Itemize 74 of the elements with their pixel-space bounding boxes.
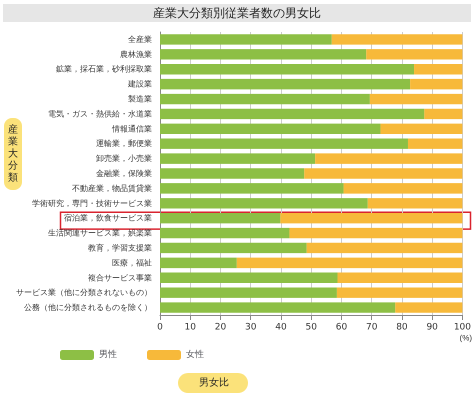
bar [408, 138, 462, 149]
y-tick-label: 電気・ガス・熱供給・水道業 [48, 109, 152, 118]
y-tick-label: 卸売業，小売業 [96, 154, 152, 164]
bar [160, 272, 338, 283]
y-tick-label: 教育，学習支援業 [88, 243, 152, 252]
x-tick-label: 0 [157, 322, 164, 332]
y-tick-label: 不動産業，物品賃貸業 [72, 184, 152, 193]
bar [236, 258, 462, 268]
y-tick-label: 学術研究，専門・技術サービス業 [32, 198, 152, 208]
y-tick-label: 全産業 [128, 34, 152, 44]
bar [160, 34, 332, 45]
bar [414, 64, 462, 74]
bar [160, 228, 290, 238]
x-tick-label: 40 [275, 322, 287, 332]
bar [370, 94, 462, 104]
y-tick-label: サービス業（他に分類されないもの） [16, 288, 152, 298]
x-tick-label: 90 [426, 322, 438, 332]
x-tick-label: 30 [244, 322, 257, 332]
bar [395, 302, 462, 313]
y-tick-label: 生活関連サービス業，娯楽業 [48, 228, 152, 238]
legend-label: 男性 [99, 349, 117, 360]
x-tick-label: 20 [214, 322, 226, 332]
y-tick-label: 運輸業，郵便業 [96, 139, 152, 148]
bar [160, 108, 424, 120]
bar [424, 108, 462, 120]
bar [344, 183, 462, 194]
text: (%) [460, 334, 472, 342]
x-tick-label: 60 [336, 322, 348, 332]
bar [336, 287, 462, 298]
bar [160, 168, 304, 179]
x-tick-label: 80 [396, 322, 408, 332]
bar [304, 168, 462, 179]
bar [289, 228, 462, 238]
bar [368, 198, 462, 209]
bar [410, 78, 462, 90]
bar [160, 64, 414, 74]
bar [160, 153, 316, 164]
bar [160, 212, 280, 224]
chart-title: 産業大分類別従業者数の男女比 [153, 6, 321, 20]
y-tick-label: 金融業，保険業 [96, 169, 152, 178]
bar [380, 124, 462, 134]
x-tick-label: 100 [454, 322, 472, 332]
bar [160, 78, 410, 90]
y-tick-label: 医療，福祉 [112, 258, 152, 268]
y-tick-label: 製造業 [128, 94, 152, 104]
x-tick-label: 70 [366, 322, 378, 332]
bar [366, 49, 462, 60]
bar [160, 124, 380, 134]
y-tick-label: 情報通信業 [111, 124, 152, 134]
bar [160, 287, 337, 298]
bar [306, 242, 462, 254]
bar [160, 183, 344, 194]
bar [160, 258, 237, 268]
x-axis-title: 男女比 [199, 376, 229, 388]
y-tick-label: 宿泊業，飲食サービス業 [64, 214, 152, 223]
x-tick-label: 50 [305, 322, 318, 332]
y-tick-label: 複合サービス事業 [88, 273, 152, 282]
y-tick-label: 公務（他に分類されるものを除く） [24, 303, 152, 312]
y-tick-label: 建設業 [127, 80, 152, 89]
bar [315, 153, 462, 164]
x-tick-label: 10 [184, 322, 196, 332]
y-axis-title: 産業大分類 [8, 124, 18, 184]
bar [160, 49, 366, 60]
y-tick-label: 農林漁業 [120, 50, 152, 59]
y-tick-label: 鉱業，採石業，砂利採取業 [56, 64, 152, 74]
bar [332, 34, 462, 45]
bar [160, 198, 368, 209]
bar [338, 272, 462, 283]
bar [280, 212, 462, 224]
bar [160, 302, 396, 313]
bar [160, 138, 408, 149]
legend-label: 女性 [186, 349, 204, 360]
bar [160, 242, 307, 254]
bar [160, 94, 370, 104]
